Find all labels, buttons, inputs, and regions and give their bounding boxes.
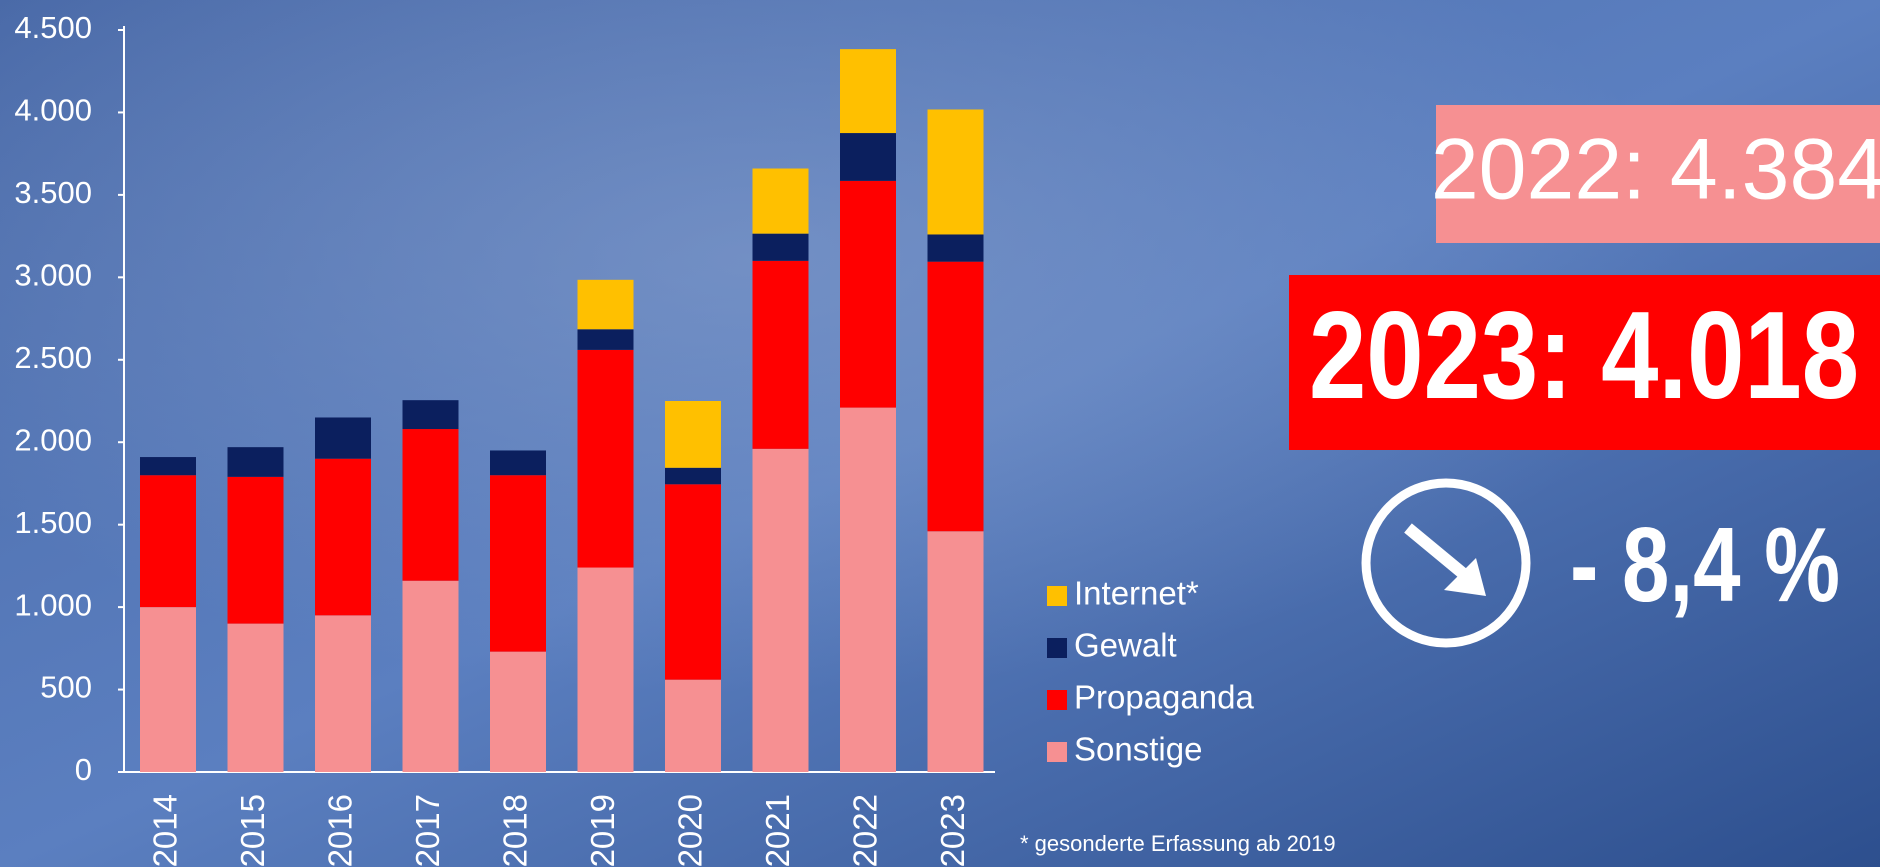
x-tick-label: 2015 [234,794,271,867]
bar-segment [402,429,459,581]
legend-label: Propaganda [1074,679,1254,716]
bar-segment [227,476,284,624]
bar-segment [577,567,634,772]
legend-swatch [1047,586,1067,606]
bar-segment [140,607,196,772]
bar-segment [315,458,371,616]
bar-segment [665,467,721,485]
y-tick-label: 2.000 [14,422,92,457]
x-tick-label: 2019 [584,794,621,867]
bar-segment [665,401,721,468]
bar-segment [927,261,984,532]
trend-arrow [1404,523,1470,581]
bar-segment [140,475,196,608]
x-tick-label: 2017 [409,794,446,867]
bar-segment [490,651,546,772]
footnote: * gesonderte Erfassung ab 2019 [1020,831,1336,856]
bar-segment [665,679,721,772]
legend-swatch [1047,742,1067,762]
y-tick-label: 2.500 [14,340,92,375]
trend-icon [1361,478,1531,648]
y-tick-label: 3.000 [14,258,92,293]
annotation-box-2022 [1436,105,1880,243]
bar-segment [227,447,284,477]
x-tick-label: 2016 [322,794,359,867]
x-tick-label: 2020 [672,794,709,867]
bar-segment [840,407,896,772]
trend-arrowhead [1444,558,1486,596]
y-tick-label: 1.500 [14,505,92,540]
bar-segment [315,615,371,772]
legend-swatch [1047,638,1067,658]
y-tick-label: 0 [75,752,92,787]
bar-segment [315,417,371,459]
bar-segment [927,531,984,772]
bar-segment [752,233,809,261]
bar-segment [227,623,284,772]
bar-segment [927,109,984,235]
y-tick-label: 1.000 [14,587,92,622]
legend-label: Gewalt [1074,627,1177,664]
bar-segment [577,329,634,350]
bar-segment [840,49,896,134]
bar-segment [840,180,896,408]
bar-segment [927,234,984,262]
y-tick-label: 500 [40,670,92,705]
x-tick-label: 2018 [497,794,534,867]
legend-label: Sonstige [1074,731,1202,768]
bar-segment [665,484,721,680]
bar-segment [490,475,546,652]
bar-segment [140,457,196,476]
y-tick-label: 4.500 [14,10,92,45]
bar-segment [402,400,459,430]
x-tick-label: 2021 [759,794,796,867]
bar-segment [402,580,459,772]
annotation-2022: 2022: 4.384 [1431,122,1880,218]
bar-segment [752,260,809,449]
bar-segment [840,133,896,181]
x-tick-label: 2022 [847,794,884,867]
legend-label: Internet* [1074,575,1199,612]
annotation-change: - 8,4 % [1570,506,1840,624]
annotation-box-2023 [1289,275,1880,450]
bar-segment [577,279,634,330]
x-tick-label: 2014 [147,794,184,867]
bar-segment [577,349,634,568]
y-tick-label: 3.500 [14,175,92,210]
bar-segment [490,450,546,476]
bar-segment [752,168,809,234]
y-tick-label: 4.000 [14,93,92,128]
x-tick-label: 2023 [934,794,971,867]
legend-swatch [1047,690,1067,710]
annotation-2023: 2023: 4.018 [1309,287,1859,425]
bar-segment [752,448,809,772]
